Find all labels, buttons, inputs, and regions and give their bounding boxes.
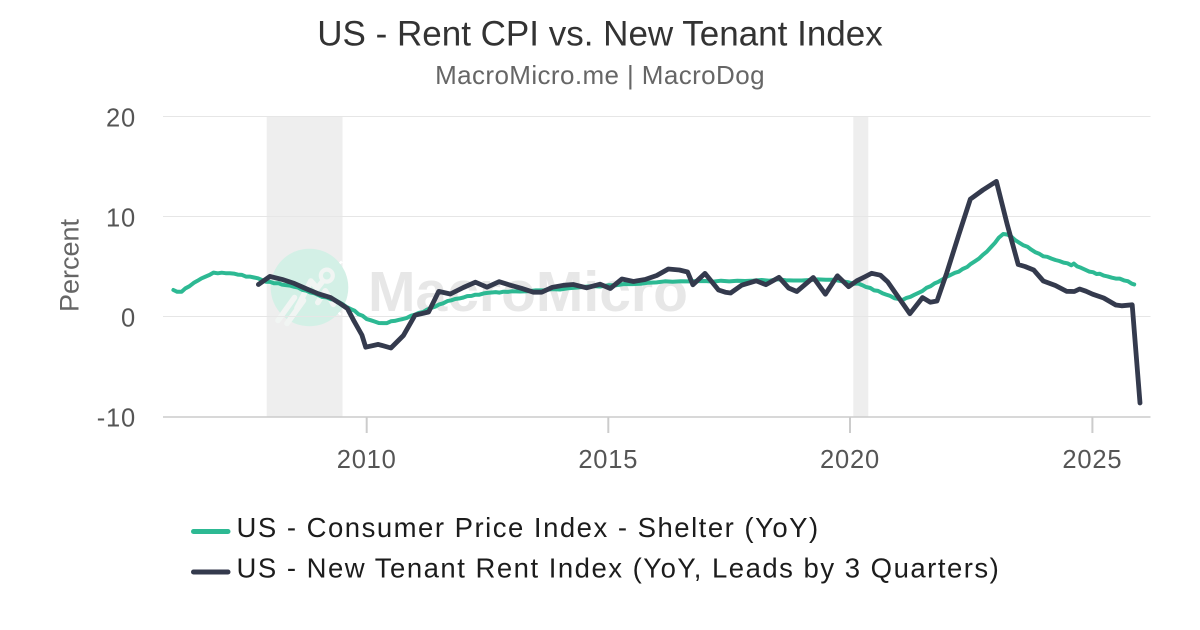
svg-text:US - Consumer Price Index - Sh: US - Consumer Price Index - Shelter (YoY… [237,512,820,543]
svg-text:2020: 2020 [820,446,880,474]
svg-text:US - Rent CPI vs. New Tenant I: US - Rent CPI vs. New Tenant Index [317,15,883,54]
svg-text:10: 10 [106,205,136,233]
svg-text:2015: 2015 [578,446,638,474]
svg-text:2010: 2010 [337,446,397,474]
svg-text:MacroMicro.me | MacroDog: MacroMicro.me | MacroDog [435,60,765,90]
svg-text:20: 20 [106,105,136,133]
svg-text:-10: -10 [97,405,136,433]
svg-text:Percent: Percent [55,218,85,312]
svg-text:2025: 2025 [1062,446,1122,474]
svg-text:0: 0 [121,305,136,333]
svg-text:US - New Tenant Rent Index (Yo: US - New Tenant Rent Index (YoY, Leads b… [237,553,1001,584]
